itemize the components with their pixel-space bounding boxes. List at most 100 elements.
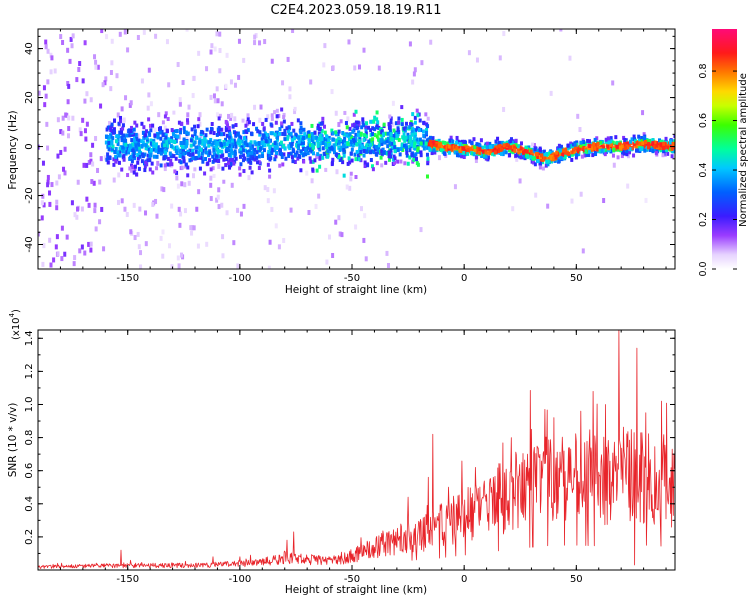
spectrogram-cell <box>462 150 466 155</box>
spectrogram-cell <box>180 143 184 148</box>
spectrogram-cell <box>473 148 477 153</box>
spectrogram-cell <box>390 146 394 151</box>
spectrogram-cell <box>264 136 268 141</box>
spectrogram-cell <box>122 143 126 148</box>
spectrogram-cell <box>127 147 131 152</box>
spectrogram-noise-cell <box>177 263 181 269</box>
spectrogram-cell <box>325 145 329 150</box>
spectrogram-cell <box>649 141 653 146</box>
spectrogram-cell <box>140 121 144 126</box>
spectrogram-cell <box>276 135 280 140</box>
spectrogram-cell <box>112 157 116 162</box>
spectrogram-cell <box>369 157 373 162</box>
spectrogram-cells <box>38 29 675 269</box>
spectrogram-cell <box>184 130 188 135</box>
spectrogram-noise-cell <box>307 210 311 216</box>
spectrogram-noise-cell <box>98 219 102 225</box>
spectrogram-cell <box>516 144 520 149</box>
spectrogram-cell <box>458 151 462 156</box>
spectrogram-cell <box>387 154 391 159</box>
spectrogram-cell <box>208 149 212 154</box>
spectrogram-cell <box>193 140 197 145</box>
spectrogram-cell <box>200 129 204 134</box>
spectrogram-noise-cell <box>413 67 417 73</box>
spectrogram-noise-cell <box>109 70 113 76</box>
spectrogram-cell <box>532 160 536 165</box>
spectrogram-noise-cell <box>291 29 295 33</box>
spectrogram-cell <box>586 138 590 143</box>
spectrogram-noise-cell <box>315 153 319 159</box>
spectrogram-cell <box>164 133 168 138</box>
spectrogram-cell <box>342 173 346 178</box>
spectrogram-cell <box>658 146 662 151</box>
spectrogram-cell <box>418 137 422 142</box>
spectrogram-noise-cell <box>117 199 121 205</box>
spectrogram-cell <box>205 127 209 132</box>
spectrogram-cell <box>618 142 622 147</box>
spectrogram-cell <box>105 157 109 162</box>
spectrogram-cell <box>525 149 529 154</box>
spectrogram-cell <box>175 170 179 175</box>
spectrogram-cell <box>175 128 179 133</box>
spectrogram-cell <box>169 158 173 163</box>
spectrogram-cell <box>659 142 663 147</box>
spectrogram-noise-cell <box>175 175 179 181</box>
spectrogram-cell <box>244 129 248 134</box>
spectrogram-cell <box>437 138 441 143</box>
spectrogram-cell <box>514 143 518 148</box>
spectrogram-cell <box>500 151 504 156</box>
spectrogram-cell <box>307 141 311 146</box>
spectrogram-noise-cell <box>156 160 160 166</box>
spectrogram-cell <box>317 137 321 142</box>
spectrogram-cell <box>543 152 547 157</box>
spectrogram-cell <box>216 158 220 163</box>
y-tick-label: -40 <box>24 236 35 252</box>
spectrogram-cell <box>165 129 169 134</box>
spectrogram-cell <box>638 138 642 143</box>
spectrogram-noise-cell <box>153 127 157 133</box>
spectrogram-noise-cell <box>53 68 57 74</box>
spectrogram-cell <box>470 141 474 146</box>
spectrogram-cell <box>175 134 179 139</box>
spectrogram-cell <box>171 132 175 137</box>
spectrogram-cell <box>148 150 152 155</box>
spectrogram-cell <box>484 156 488 161</box>
spectrogram-cell <box>173 134 177 139</box>
spectrogram-cell <box>203 143 207 148</box>
spectrogram-noise-cell <box>115 159 119 165</box>
spectrogram-noise-cell <box>54 244 58 250</box>
spectrogram-noise-cell <box>314 203 318 209</box>
spectrogram-noise-cell <box>197 189 201 195</box>
spectrogram-cell <box>125 133 129 138</box>
spectrogram-cell <box>405 153 409 158</box>
spectrogram-cell <box>508 153 512 158</box>
spectrogram-cell <box>164 155 168 160</box>
spectrogram-cell <box>143 164 147 169</box>
spectrogram-noise-cell <box>155 213 159 219</box>
spectrogram-noise-cell <box>120 198 124 204</box>
spectrogram-cell <box>119 115 123 120</box>
spectrogram-cell <box>223 141 227 146</box>
spectrogram-cell <box>253 153 257 158</box>
spectrogram-noise-cell <box>76 179 80 185</box>
spectrogram-cell <box>424 141 428 146</box>
spectrogram-cell <box>384 131 388 136</box>
spectrogram-noise-cell <box>215 86 219 92</box>
spectrogram-cell <box>311 159 315 164</box>
spectrogram-cell <box>258 146 262 151</box>
spectrogram-cell <box>208 151 212 156</box>
spectrogram-cell <box>373 115 377 120</box>
spectrogram-noise-cell <box>40 200 44 206</box>
spectrogram-noise-cell <box>411 79 415 85</box>
spectrogram-noise-cell <box>197 50 201 56</box>
x-tick-label: 50 <box>570 574 583 585</box>
spectrogram-noise-cell <box>57 174 61 180</box>
spectrogram-noise-cell <box>602 198 606 204</box>
spectrogram-cell <box>239 150 243 155</box>
spectrogram-cell <box>521 155 525 160</box>
spectrogram-cell <box>121 123 125 128</box>
top-x-axis-label: Height of straight line (km) <box>285 284 427 296</box>
spectrogram-cell <box>361 117 365 122</box>
spectrogram-cell <box>412 137 416 142</box>
spectrogram-cell <box>419 141 423 146</box>
